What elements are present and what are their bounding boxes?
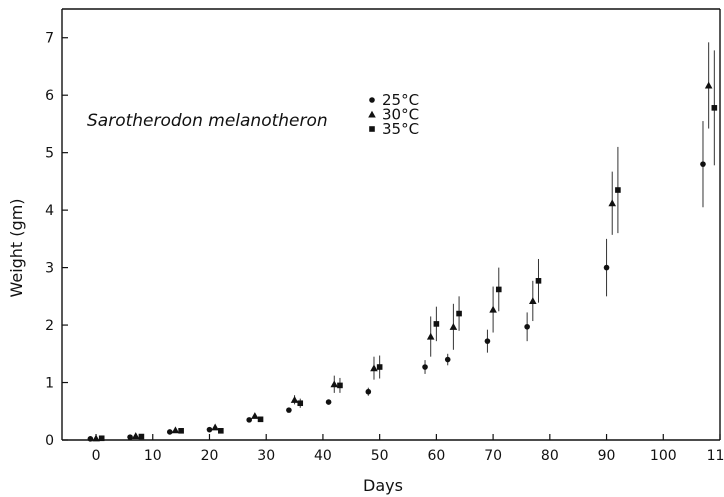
data-point-circle [700,161,706,167]
x-tick-label: 50 [371,448,389,464]
series-square [98,50,718,442]
data-point-triangle [449,322,458,330]
data-point-triangle [251,412,259,419]
y-axis-label: Weight (gm) [7,198,26,297]
data-point-square [615,187,621,193]
y-tick-label: 1 [45,376,54,392]
y-ticks: 0 1 2 3 4 5 6 7 [45,31,68,449]
data-point-square [376,364,383,370]
y-tick-label: 3 [45,261,54,277]
data-point-triangle [608,199,617,207]
data-point-triangle [489,305,497,313]
data-point-circle [166,429,173,435]
x-tick-label: 80 [541,448,559,464]
data-point-square [456,310,462,317]
data-point-circle [325,399,332,405]
x-tick-label: 10 [144,448,162,464]
x-tick-label: 110 [707,448,724,464]
y-tick-label: 5 [45,146,54,162]
y-tick-label: 2 [45,318,54,334]
data-point-triangle [92,434,100,442]
x-tick-label: 30 [257,448,275,464]
x-ticks: 0 10 20 30 40 50 60 70 80 90 100 110 [92,434,724,464]
x-tick-label: 20 [201,448,219,464]
series-triangle [92,42,713,442]
data-point-square [178,428,184,434]
legend: 25°C30°C35°C [368,91,419,138]
data-point-square [138,433,145,440]
x-tick-label: 60 [427,448,445,464]
data-point-square [433,321,440,327]
species-annotation: Sarotherodon melanotheron [87,111,328,131]
series-circle [87,121,706,442]
data-point-circle [206,426,213,433]
data-point-circle [246,417,252,423]
legend-label: 25°C [382,91,419,109]
y-tick-label: 0 [45,433,54,449]
data-point-square [98,435,105,442]
legend-marker-triangle [368,110,376,118]
data-point-circle [286,407,292,413]
data-point-triangle [131,432,140,440]
data-point-triangle [529,297,537,304]
y-tick-label: 4 [45,203,54,219]
data-point-triangle [330,380,339,388]
data-point-square [297,400,304,407]
data-point-triangle [171,426,180,434]
legend-label: 30°C [382,106,419,124]
data-point-circle [524,323,530,330]
data-point-triangle [290,395,299,403]
x-tick-label: 0 [92,448,101,464]
data-point-square [495,286,502,293]
legend-marker-circle [369,97,375,103]
data-point-triangle [370,364,378,372]
legend-marker-square [369,126,375,132]
data-point-square [218,428,224,434]
data-point-square [257,416,264,423]
data-point-circle [444,356,451,363]
legend-label: 35°C [382,120,419,138]
data-point-circle [87,436,94,442]
data-marks [87,42,718,442]
y-tick-label: 6 [45,88,54,104]
data-point-circle [603,264,610,271]
data-point-circle [422,364,428,370]
x-tick-label: 70 [484,448,502,464]
x-tick-label: 90 [598,448,616,464]
y-tick-label: 7 [45,31,54,47]
x-tick-label: 40 [314,448,332,464]
data-point-circle [127,434,133,440]
data-point-square [711,105,718,111]
data-point-triangle [704,81,713,89]
data-point-circle [484,338,491,344]
data-point-square [337,382,343,389]
data-point-triangle [211,423,219,431]
x-axis-label: Days [363,476,403,495]
data-point-square [535,278,542,284]
data-point-circle [365,388,372,395]
data-point-triangle [426,332,435,340]
axes [61,8,721,441]
x-tick-label: 100 [650,448,677,464]
